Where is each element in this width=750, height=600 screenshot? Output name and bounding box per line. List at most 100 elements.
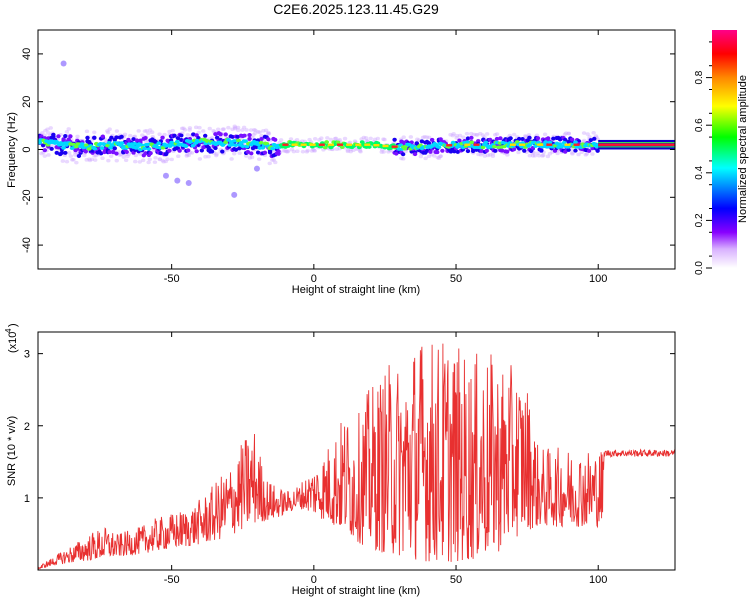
- spectrogram-halo-dot: [305, 148, 310, 153]
- spectrogram-halo-dot: [133, 153, 139, 158]
- spectrogram-halo-dot: [67, 151, 72, 155]
- spectrogram-halo-dot: [157, 157, 162, 162]
- spectrogram-halo-dot: [243, 154, 249, 158]
- spectrogram-halo-dot: [147, 128, 153, 132]
- spectrogram-core-dot: [218, 132, 223, 137]
- spectrogram-halo-dot: [478, 131, 483, 136]
- spectrogram-halo-dot: [359, 137, 364, 141]
- spectrogram-halo-dot: [123, 158, 129, 163]
- spectrogram-halo-dot: [153, 155, 158, 160]
- spectrogram-halo-dot: [105, 130, 111, 135]
- spectrogram-halo-dot: [216, 127, 221, 132]
- spectrogram-core-dot: [143, 136, 148, 141]
- spectrogram-halo-dot: [482, 154, 487, 158]
- spectrogram-halo-dot: [271, 158, 276, 162]
- spectrogram-core-dot: [42, 148, 48, 153]
- spectrogram-halo-dot: [74, 160, 79, 165]
- snr-scale-note: (x10 4 ): [4, 323, 19, 353]
- spectrogram-xtick-label: 0: [311, 273, 317, 285]
- spectrogram-ytick-label: -40: [21, 237, 33, 253]
- spectrogram-peak-dash: [337, 143, 344, 146]
- spectrogram-halo-dot: [294, 138, 300, 142]
- spectrogram-ridge-dot: [339, 145, 345, 150]
- spectrogram-halo-dot: [368, 136, 373, 141]
- spectrogram-halo-dot: [39, 151, 44, 156]
- spectrogram-core-dot: [199, 148, 204, 153]
- spectrogram-halo-dot: [40, 131, 45, 135]
- spectrogram-halo-dot: [328, 137, 334, 142]
- spectrogram-ridge-dot: [106, 140, 112, 145]
- spectrogram-halo-dot: [170, 128, 175, 133]
- spectrogram-core-dot: [124, 149, 129, 154]
- spectrogram-halo-dot: [107, 127, 112, 132]
- spectrogram-core-dot: [49, 146, 54, 151]
- spectrogram-ridge-dot: [573, 140, 578, 144]
- spectrogram-peak-dash: [300, 143, 307, 146]
- spectrogram-halo-dot: [66, 127, 71, 131]
- snr-scale-suffix: ): [7, 323, 19, 327]
- spectrogram-peak-dash: [519, 143, 526, 146]
- spectrogram-halo-dot: [167, 129, 172, 134]
- snr-xtick-label: 100: [589, 574, 607, 586]
- spectrogram-core-dot: [272, 137, 278, 142]
- spectrogram-halo-dot: [160, 158, 165, 163]
- spectrogram-core-dot: [247, 133, 252, 138]
- spectrogram-peak-dash: [509, 143, 516, 146]
- spectrogram-halo-dot: [480, 133, 486, 137]
- spectrogram-halo-dot: [263, 128, 269, 133]
- spectrogram-halo-dot: [121, 155, 126, 159]
- spectrogram-core-dot: [203, 133, 208, 138]
- spectrogram-halo-dot: [450, 133, 455, 138]
- spectrogram-core-dot: [465, 149, 471, 154]
- spectrogram-ridge-dot: [174, 139, 180, 144]
- spectrogram-halo-dot: [461, 135, 466, 140]
- spectrogram-halo-dot: [114, 129, 120, 133]
- colorbar-tick-label: 0.4: [694, 165, 705, 179]
- spectrogram-halo-dot: [435, 155, 440, 160]
- spectrogram-core-dot: [566, 139, 571, 144]
- spectrogram-halo-dot: [426, 135, 432, 140]
- spectrogram-core-dot: [457, 138, 462, 143]
- spectrogram-halo-dot: [235, 128, 241, 133]
- spectrogram-halo-dot: [169, 157, 174, 162]
- spectrogram-core-dot: [520, 137, 525, 142]
- spectrogram-halo-dot: [240, 128, 245, 132]
- spectrogram-core-dot: [487, 137, 493, 142]
- spectrogram-core-dot: [114, 135, 119, 140]
- spectrogram-halo-dot: [309, 149, 315, 153]
- spectrogram-halo-dot: [133, 159, 138, 164]
- spectrogram-core-dot: [61, 137, 66, 142]
- spectrogram-halo-dot: [530, 154, 536, 158]
- spectrogram-halo-dot: [244, 128, 249, 132]
- spectrogram-core-dot: [428, 149, 433, 154]
- spectrogram-halo-dot: [187, 126, 193, 130]
- spectrogram-halo-dot: [582, 138, 587, 143]
- spectrogram-peak-dash: [573, 143, 580, 146]
- spectrogram-core-dot: [508, 136, 513, 141]
- spectrogram-core-dot: [588, 138, 594, 143]
- spectrogram-core-dot: [394, 151, 399, 156]
- spectrogram-ridge-dot: [324, 140, 330, 144]
- spectrogram-halo-dot: [484, 132, 490, 136]
- spectrogram-halo-dot: [312, 136, 318, 141]
- spectrogram-halo-dot: [288, 137, 294, 141]
- spectrogram-core-dot: [158, 151, 164, 156]
- spectrogram-halo-dot: [547, 151, 553, 156]
- spectrogram-halo-dot: [163, 159, 169, 164]
- spectrogram-halo-dot: [386, 149, 391, 154]
- spectrogram-halo-dot: [536, 153, 542, 158]
- spectrogram-halo-dot: [451, 132, 456, 136]
- spectrogram-core-dot: [100, 134, 106, 139]
- spectrogram-core-dot: [255, 150, 261, 155]
- spectrogram-halo-dot: [45, 127, 50, 132]
- spectrogram-halo-dot: [185, 152, 190, 157]
- spectrogram-halo-dot: [256, 129, 261, 134]
- spectrogram-core-dot: [494, 136, 500, 141]
- spectrogram-halo-dot: [230, 127, 235, 132]
- spectrogram-peak-dash: [464, 143, 471, 146]
- spectrogram-halo-dot: [257, 130, 262, 135]
- spectrogram-halo-dot: [476, 152, 481, 157]
- spectrogram-halo-dot: [487, 152, 493, 157]
- spectrogram-ridge-dot: [190, 143, 196, 148]
- spectrogram-core-dot: [63, 134, 68, 139]
